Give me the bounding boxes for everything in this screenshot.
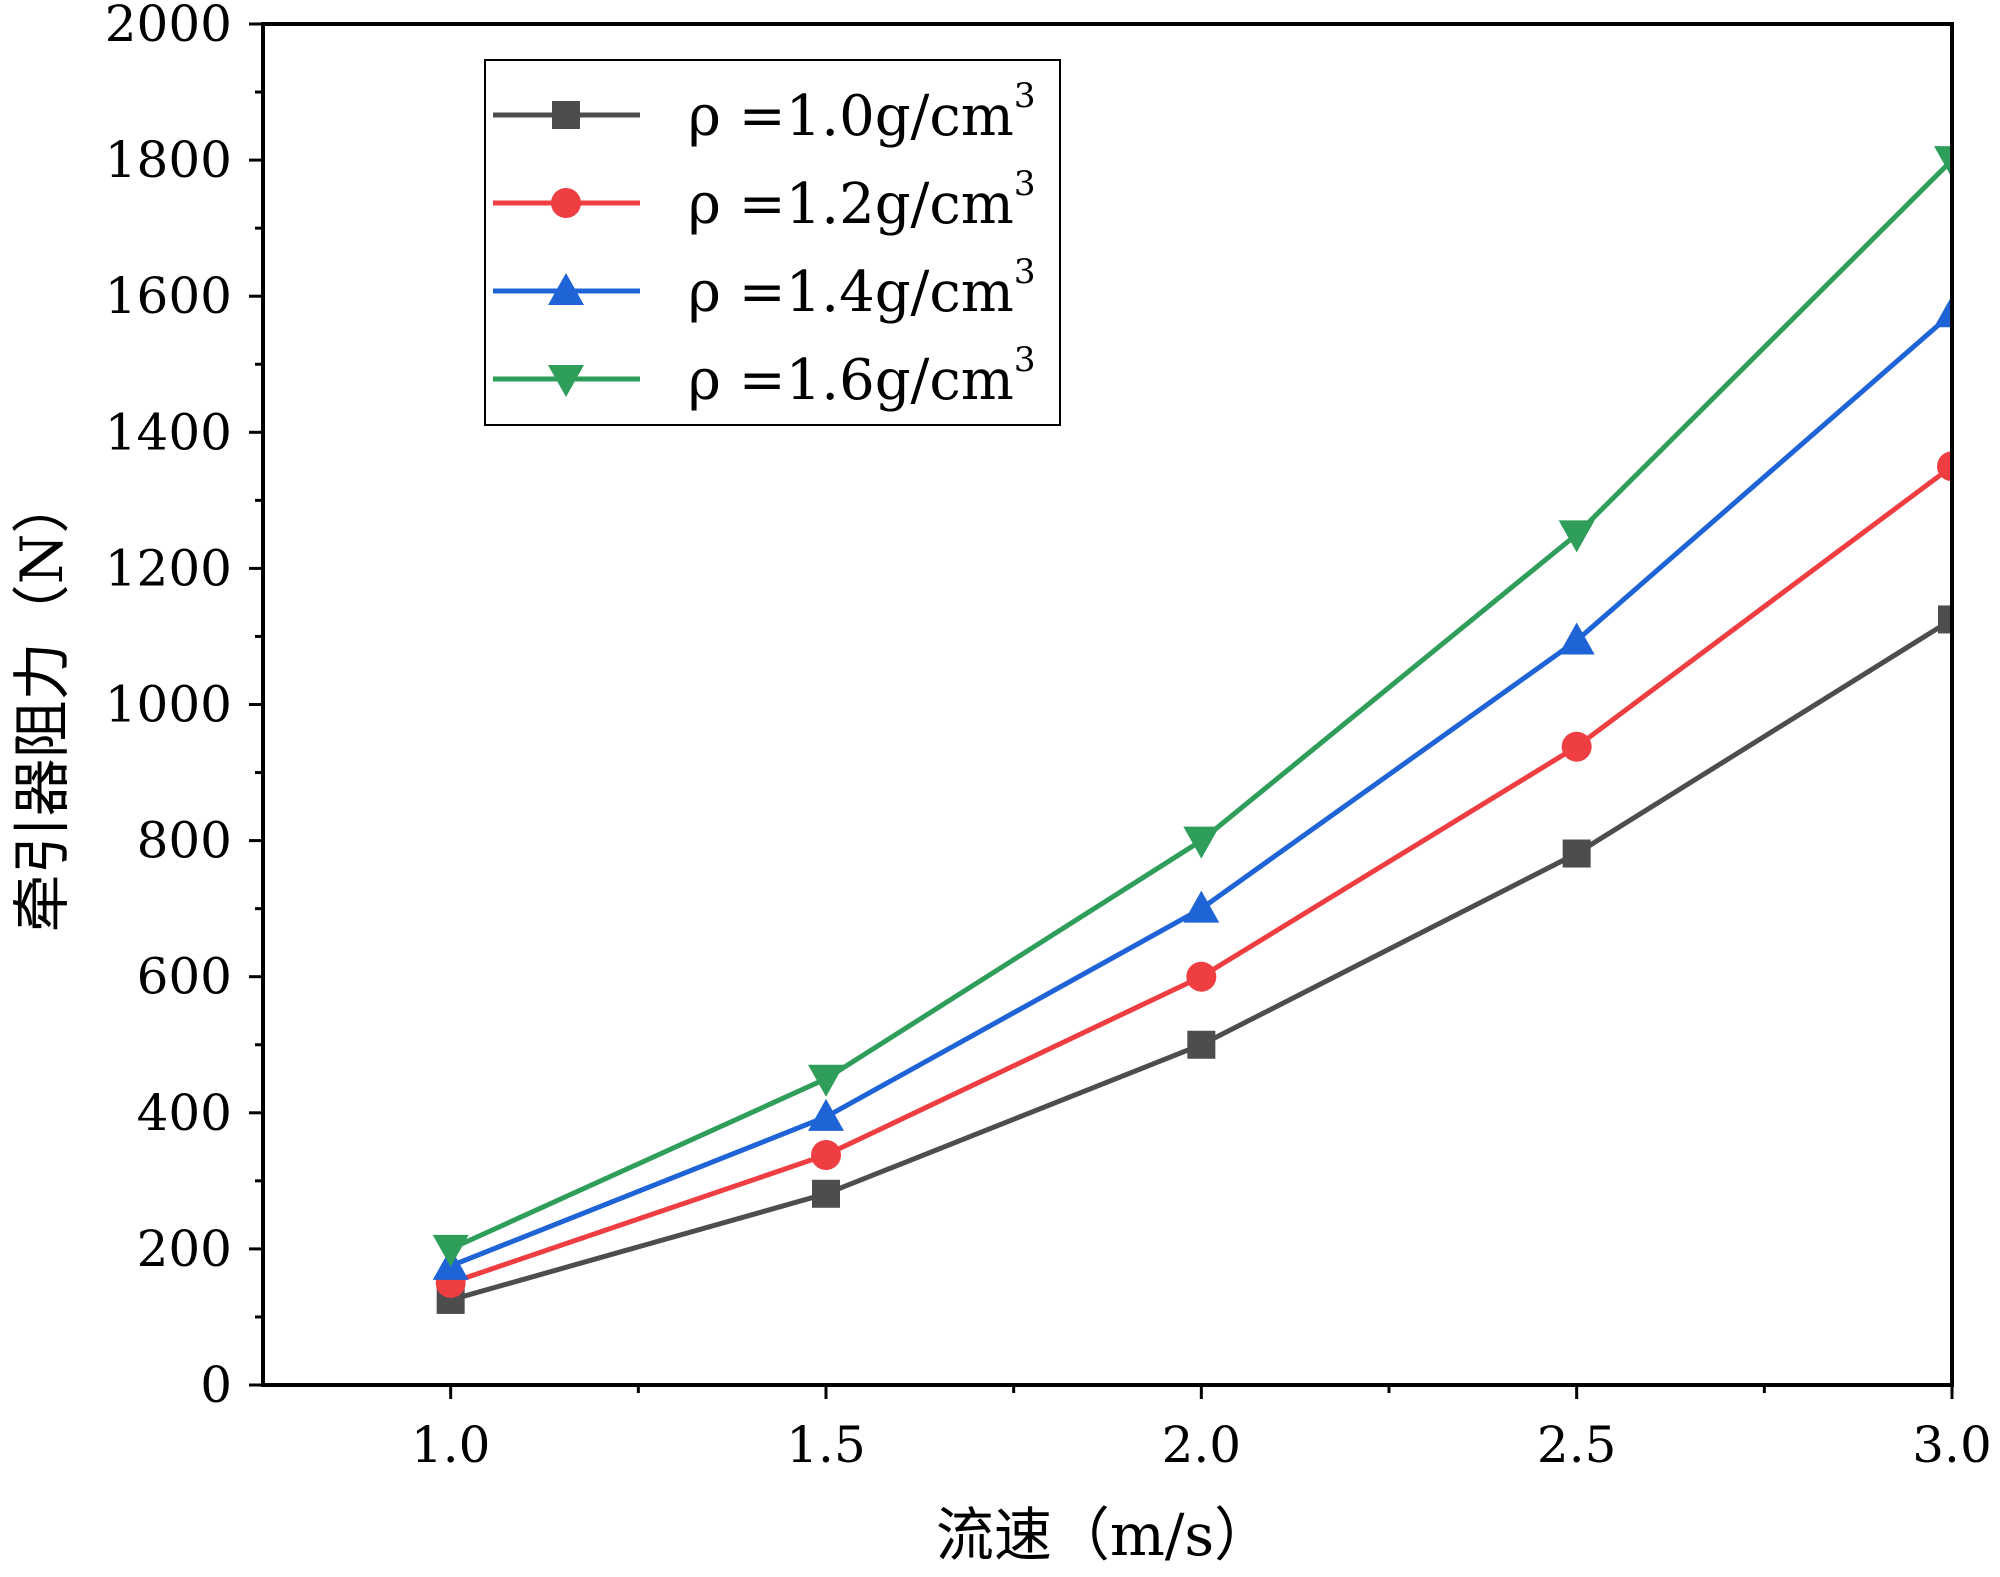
data-point: [1558, 622, 1595, 655]
data-point: [1938, 605, 1952, 634]
data-point: [808, 1064, 844, 1097]
y-tick-label: 2000: [105, 0, 232, 53]
data-point: [1937, 451, 1952, 482]
legend: ρ =1.0g/cm3 ρ =1.2g/cm3 ρ =1.4g/cm3 ρ =1.6g…: [484, 59, 1061, 426]
legend-superscript: 3: [1014, 252, 1036, 292]
series-4: [432, 146, 1952, 1267]
y-tick-label: 800: [137, 812, 232, 870]
series-2: [435, 451, 1952, 1298]
y-tick-label: 1200: [105, 539, 232, 597]
x-tick-label: 3.0: [1912, 1416, 1992, 1474]
data-point: [1934, 146, 1952, 179]
legend-item-2: ρ =1.2g/cm3: [493, 164, 1036, 237]
legend-label: ρ =1.6g/cm3: [688, 340, 1036, 413]
x-tick-label: 1.5: [786, 1416, 866, 1474]
y-tick-label: 400: [137, 1084, 232, 1142]
legend-marker: [548, 273, 584, 305]
series-line: [449, 311, 1952, 1269]
data-point: [1558, 520, 1595, 553]
legend-superscript: 3: [1014, 164, 1036, 204]
data-point: [1934, 295, 1952, 328]
data-point: [1187, 1030, 1216, 1059]
x-axis-title: 流速（m/s）: [936, 1501, 1272, 1569]
y-tick-label: 600: [137, 948, 232, 1006]
data-point: [812, 1179, 840, 1208]
y-tick-label: 200: [137, 1220, 232, 1278]
data-point: [1186, 961, 1217, 992]
series-3: [432, 295, 1952, 1280]
legend-label: ρ =1.0g/cm3: [688, 76, 1036, 149]
x-tick-label: 2.5: [1537, 1416, 1617, 1474]
legend-item-1: ρ =1.0g/cm3: [493, 76, 1036, 149]
legend-box: [484, 59, 1061, 426]
series-layer: [432, 146, 1952, 1314]
data-point: [1561, 731, 1592, 762]
data-point: [808, 1098, 844, 1131]
y-axis-title: 牵引器阻力（N）: [8, 476, 76, 933]
x-tick-label: 1.0: [411, 1416, 491, 1474]
x-tick-label: 2.0: [1162, 1416, 1242, 1474]
y-tick-label: 1400: [105, 403, 232, 461]
data-point: [1183, 890, 1220, 923]
data-point: [1183, 826, 1220, 859]
data-point: [811, 1139, 841, 1170]
tick-labels: 0 200 400 600 800 1000 1200 1400 1600 1800 2000 1.0…: [105, 0, 1992, 1474]
legend-superscript: 3: [1014, 76, 1036, 116]
data-point: [1562, 839, 1591, 868]
series-line: [449, 464, 1952, 1286]
legend-item-3: ρ =1.4g/cm3: [493, 252, 1036, 325]
legend-superscript: 3: [1014, 340, 1036, 380]
ticks-layer: [249, 22, 1954, 1399]
data-point: [432, 1234, 469, 1267]
legend-items: ρ =1.0g/cm3 ρ =1.2g/cm3 ρ =1.4g/cm3 ρ =1.6g…: [493, 76, 1036, 413]
y-tick-label: 0: [200, 1356, 232, 1414]
y-tick-label: 1000: [105, 676, 232, 734]
legend-marker: [548, 365, 584, 397]
legend-marker: [552, 101, 580, 129]
y-tick-label: 1600: [105, 267, 232, 325]
series-1: [436, 605, 1952, 1314]
legend-item-4: ρ =1.6g/cm3: [493, 340, 1036, 413]
y-tick-label: 1800: [105, 131, 232, 189]
series-line: [449, 617, 1952, 1303]
legend-label: ρ =1.4g/cm3: [688, 252, 1036, 325]
legend-marker: [551, 188, 581, 218]
legend-label: ρ =1.2g/cm3: [688, 164, 1036, 237]
